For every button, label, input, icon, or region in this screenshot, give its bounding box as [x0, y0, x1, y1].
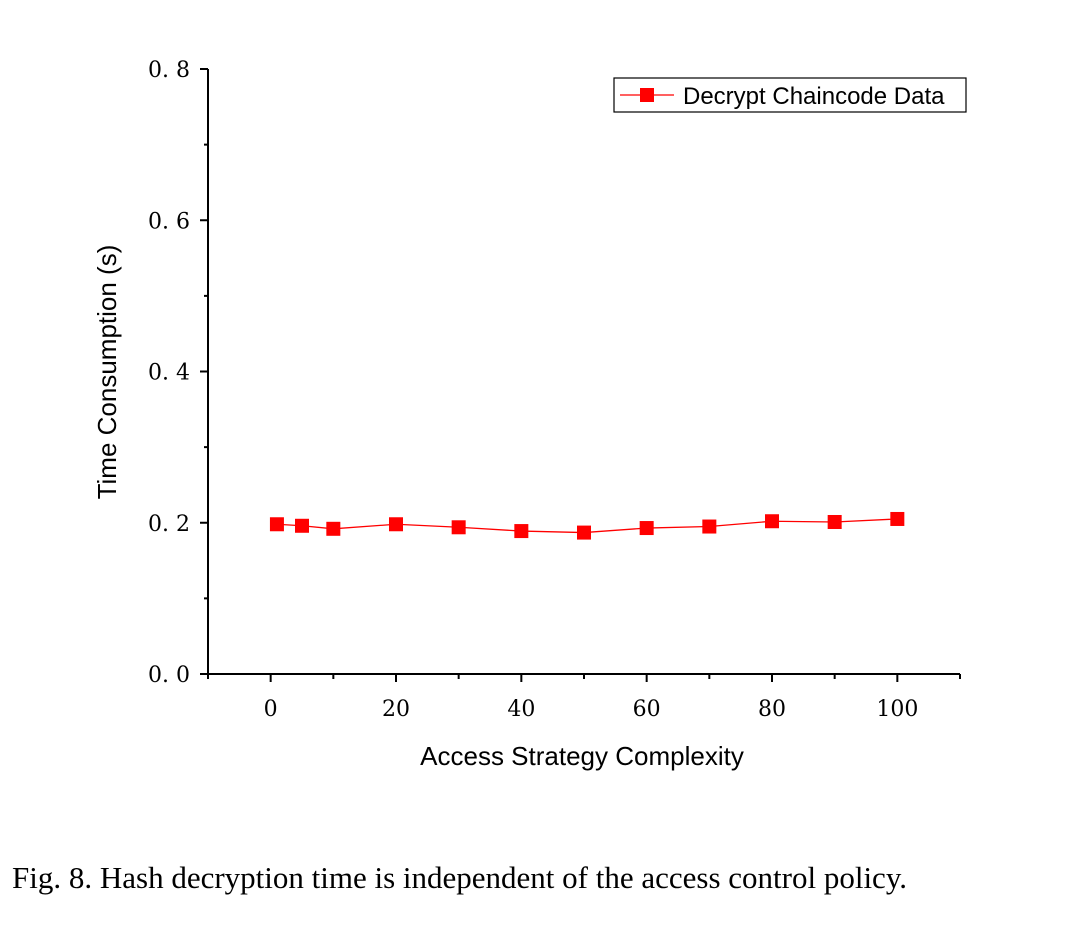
x-axis-title: Access Strategy Complexity	[420, 741, 744, 771]
y-tick-label: 0. 6	[148, 209, 190, 234]
y-axis-ticks: 0. 0 0. 2 0. 4 0. 6 0. 8	[148, 58, 208, 688]
y-tick-label: 0. 4	[148, 361, 190, 386]
chart: 0. 0 0. 2 0. 4 0. 6 0. 8 0 20 40 60 80 100 Access…	[92, 58, 967, 771]
data-point-marker	[702, 519, 717, 534]
x-tick-label: 20	[382, 697, 410, 722]
data-point-marker	[890, 511, 905, 526]
axes	[207, 69, 960, 675]
data-point-marker	[326, 521, 341, 536]
x-tick-label: 0	[264, 697, 278, 722]
legend: Decrypt Chaincode Data	[613, 77, 967, 113]
y-axis-title: Time Consumption (s)	[92, 245, 122, 500]
x-tick-label: 40	[507, 697, 535, 722]
legend-marker-square	[640, 88, 654, 102]
legend-label: Decrypt Chaincode Data	[683, 83, 945, 110]
data-point-marker	[295, 518, 309, 533]
x-tick-label: 100	[876, 697, 918, 722]
data-point-marker	[269, 517, 284, 532]
series-layer	[269, 511, 905, 540]
data-point-marker	[514, 524, 529, 539]
data-point-marker	[765, 514, 779, 529]
figure-caption: Fig. 8. Hash decryption time is independ…	[12, 860, 908, 895]
y-tick-label: 0. 0	[148, 663, 190, 688]
data-point-marker	[577, 525, 591, 540]
y-tick-label: 0. 2	[148, 512, 190, 537]
data-point-marker	[451, 520, 466, 535]
data-point-marker	[389, 517, 403, 532]
x-tick-label: 60	[633, 697, 661, 722]
data-point-marker	[639, 521, 654, 536]
y-tick-label: 0. 8	[148, 58, 190, 83]
x-axis-ticks: 0 20 40 60 80 100	[207, 674, 961, 722]
x-tick-label: 80	[758, 697, 786, 722]
data-point-marker	[827, 514, 842, 529]
